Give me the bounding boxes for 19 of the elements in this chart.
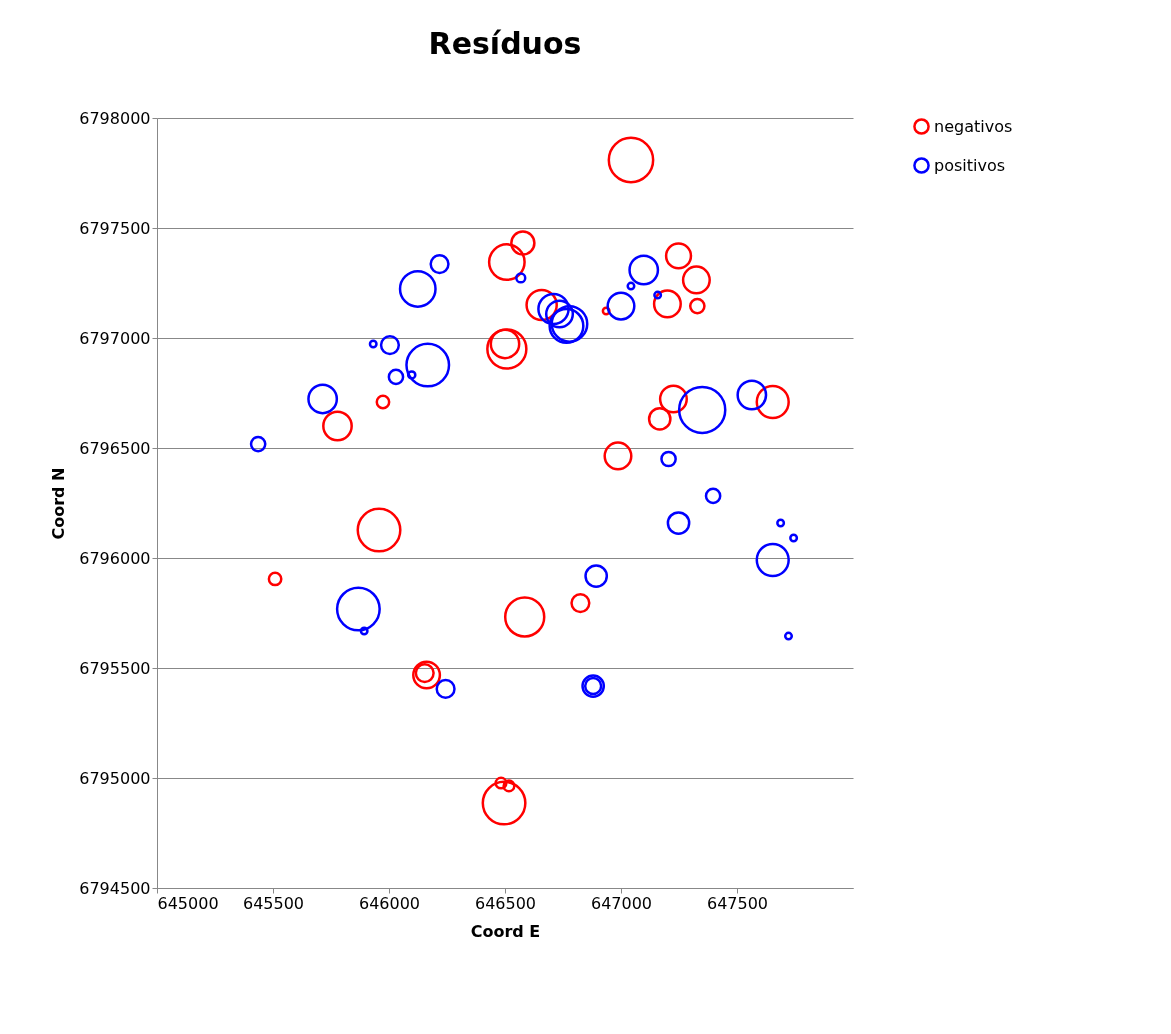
y-tick-label: 6795500 bbox=[79, 658, 151, 678]
x-tick-label: 645000 bbox=[157, 893, 219, 913]
x-tick-label: 646000 bbox=[358, 893, 421, 913]
y-tick-label: 6797000 bbox=[79, 328, 151, 348]
legend-label: negativos bbox=[934, 116, 1013, 136]
x-tick-label: 647500 bbox=[706, 893, 769, 913]
x-tick-label: 645500 bbox=[242, 893, 305, 913]
y-tick-label: 6795000 bbox=[79, 768, 151, 788]
y-tick-label: 6796000 bbox=[79, 548, 151, 568]
x-axis-title: Coord E bbox=[470, 921, 541, 941]
y-tick-label: 6794500 bbox=[79, 878, 151, 898]
y-tick-label: 6797500 bbox=[79, 218, 151, 238]
y-tick-label: 6796500 bbox=[79, 438, 151, 458]
y-axis-title: Coord N bbox=[49, 467, 69, 540]
legend-label: positivos bbox=[934, 155, 1006, 175]
chart-title: Resíduos bbox=[428, 26, 582, 61]
x-tick-label: 647000 bbox=[590, 893, 653, 913]
x-tick-label: 646500 bbox=[474, 893, 537, 913]
y-tick-label: 6798000 bbox=[79, 108, 151, 128]
